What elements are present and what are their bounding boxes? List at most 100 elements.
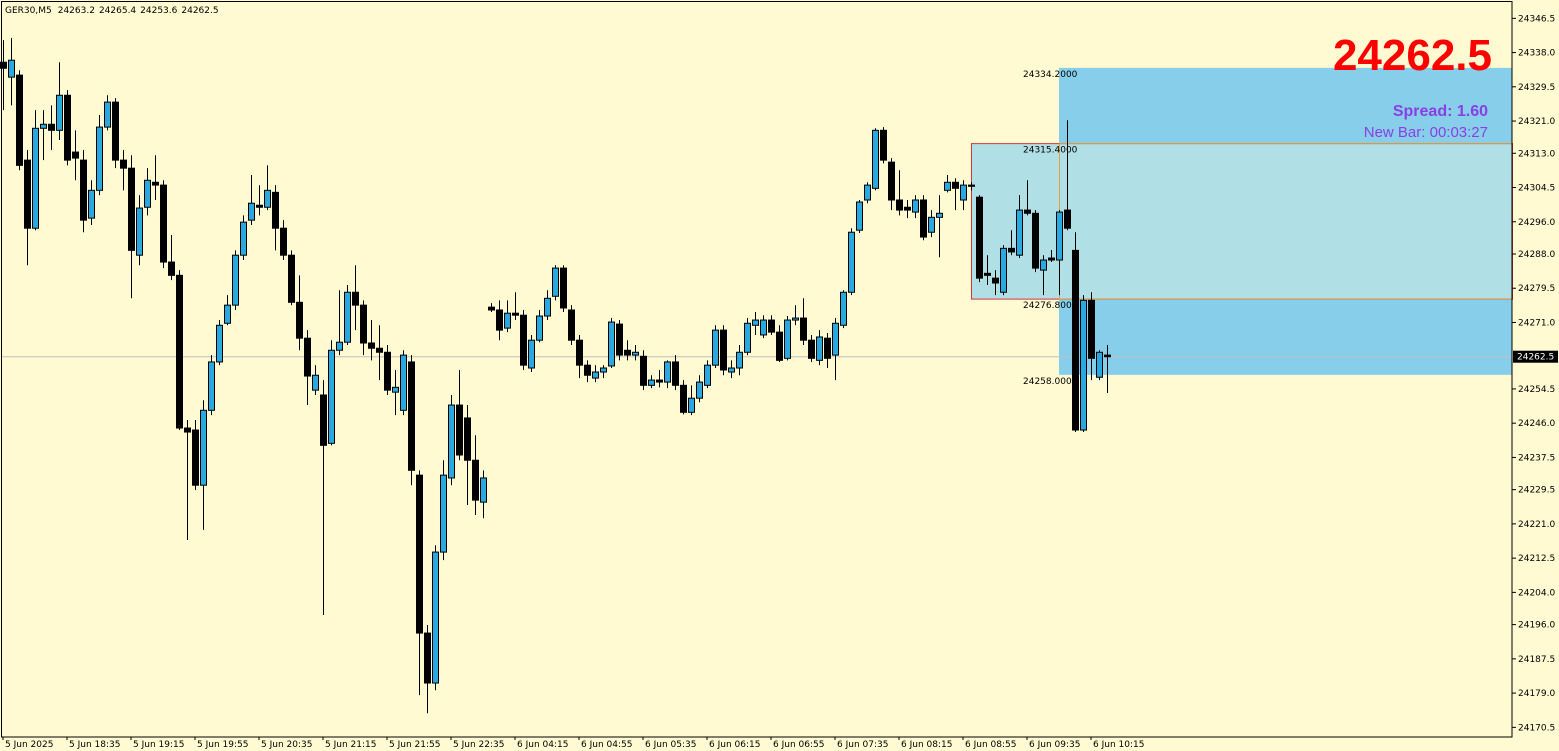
candle-body xyxy=(408,361,415,471)
candle-body xyxy=(304,337,311,377)
candle-body xyxy=(1000,247,1007,293)
candle-body xyxy=(232,254,239,306)
x-tick-label: 5 Jun 2025 xyxy=(5,740,53,750)
candle-body xyxy=(648,379,655,386)
candle-body xyxy=(296,301,303,339)
candle-body xyxy=(456,404,463,456)
candle-body xyxy=(608,321,615,367)
candle-body xyxy=(1064,209,1071,229)
current-price-label: 24262.5 xyxy=(1517,353,1554,363)
candle-body xyxy=(1096,351,1103,378)
candle-body xyxy=(824,337,831,359)
candle-body xyxy=(888,161,895,201)
candle-body xyxy=(8,59,15,78)
candle-body xyxy=(736,351,743,369)
candle-body xyxy=(184,427,191,433)
candle-body xyxy=(640,355,647,386)
candle-body xyxy=(488,306,495,311)
candle-body xyxy=(776,331,783,361)
level-label: 24276.8000 xyxy=(1023,301,1078,311)
x-tick-label: 6 Jun 08:15 xyxy=(901,740,952,750)
candle-body xyxy=(272,191,279,229)
x-tick-label: 5 Jun 21:15 xyxy=(325,740,376,750)
candle-body xyxy=(1072,249,1079,431)
quote-low: 24253.6 xyxy=(140,6,177,16)
candle-body xyxy=(928,216,935,233)
candle-body xyxy=(984,272,991,276)
candle-body xyxy=(472,459,479,501)
candle-body xyxy=(688,397,695,413)
candle-body xyxy=(904,206,911,211)
y-tick-label: 24179.0 xyxy=(1518,689,1555,699)
spread: Spread: 1.60 xyxy=(1393,103,1488,120)
x-tick-label: 6 Jun 07:35 xyxy=(837,740,888,750)
candles xyxy=(0,38,1111,714)
level-label: 24258.0000 xyxy=(1023,377,1078,387)
candle-body xyxy=(136,207,143,256)
candle-body xyxy=(392,386,399,393)
candle-body xyxy=(728,367,735,373)
y-tick-label: 24329.5 xyxy=(1518,83,1555,93)
candle-body xyxy=(280,227,287,256)
current-price-box xyxy=(1513,350,1558,363)
y-tick-label: 24271.0 xyxy=(1518,318,1555,328)
zones: 24334.2000 24315.4000 24276.8000 24258.0000 xyxy=(1,67,1513,387)
candle-body xyxy=(480,477,487,503)
x-tick-label: 6 Jun 04:15 xyxy=(517,740,568,750)
candle-body xyxy=(312,374,319,391)
candle-body xyxy=(40,123,47,129)
candle-body xyxy=(976,196,983,279)
candle-body xyxy=(1080,299,1087,431)
candle-body xyxy=(560,267,567,309)
candle-body xyxy=(160,184,167,263)
candle-body xyxy=(72,151,79,159)
candle-body xyxy=(96,126,103,191)
x-tick-label: 6 Jun 10:15 xyxy=(1093,740,1144,750)
candle-body xyxy=(288,254,295,303)
candle-body xyxy=(264,189,271,208)
candle-body xyxy=(24,159,31,229)
candle-body xyxy=(176,274,183,429)
x-tick-label: 6 Jun 06:15 xyxy=(709,740,760,750)
x-tick-label: 5 Jun 18:35 xyxy=(69,740,120,750)
candle-body xyxy=(752,319,759,326)
y-tick-label: 24346.5 xyxy=(1518,14,1555,24)
candle-body xyxy=(624,349,631,356)
symbol: GER30,M5 xyxy=(5,6,52,16)
candle-body xyxy=(240,221,247,256)
candle-body xyxy=(432,551,439,684)
candle-body xyxy=(568,309,575,341)
candle-body xyxy=(216,324,223,363)
candle-body xyxy=(336,341,343,351)
candle-body xyxy=(496,309,503,331)
x-tick-label: 6 Jun 04:55 xyxy=(581,740,632,750)
y-tick-label: 24196.0 xyxy=(1518,621,1555,631)
candle-body xyxy=(696,381,703,399)
candle-body xyxy=(144,179,151,208)
candle-body xyxy=(1032,212,1039,269)
candle-body xyxy=(192,429,199,486)
candle-body xyxy=(520,314,527,366)
new-bar-timer: New Bar: 00:03:27 xyxy=(1364,124,1488,141)
candle-body xyxy=(616,323,623,356)
x-tick-label: 6 Jun 08:55 xyxy=(965,740,1016,750)
quote-high: 24265.4 xyxy=(99,6,136,16)
candle-body xyxy=(512,312,519,316)
candle-body xyxy=(384,351,391,391)
candle-body xyxy=(840,291,847,326)
candle-body xyxy=(80,159,87,221)
candle-body xyxy=(1048,257,1055,261)
candle-body xyxy=(504,312,511,329)
candle-body xyxy=(56,94,63,131)
candle-body xyxy=(168,261,175,276)
candle-body xyxy=(360,304,367,344)
candle-body xyxy=(784,319,791,359)
candle-body xyxy=(808,339,815,359)
candle-body xyxy=(64,94,71,161)
x-tick-label: 5 Jun 20:35 xyxy=(261,740,312,750)
x-tick-label: 6 Jun 05:35 xyxy=(645,740,696,750)
candle-body xyxy=(960,184,967,201)
candle-body xyxy=(48,123,55,131)
candle-body xyxy=(664,361,671,383)
